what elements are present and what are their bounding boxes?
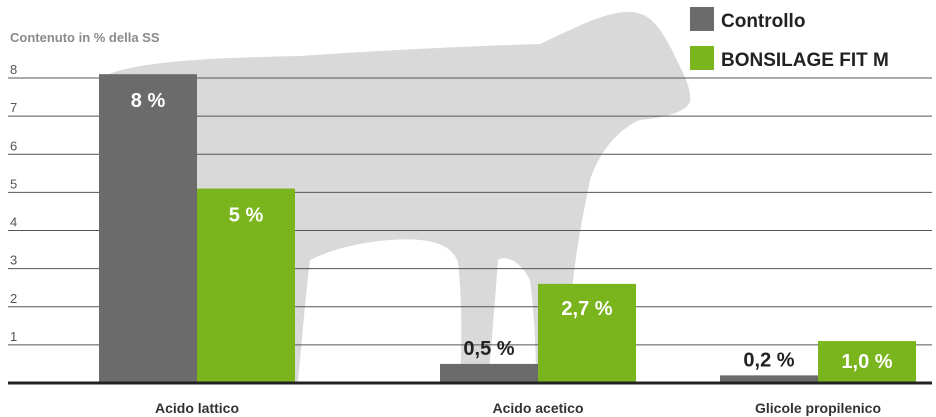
y-tick-labels: 1 2 3 4 5 6 7 8 [10,62,17,344]
bar-bonsilage-0 [197,188,295,383]
y-tick-label: 3 [10,253,17,268]
bar-controllo-1 [440,363,538,383]
y-tick-label: 8 [10,62,17,77]
data-label: 8 % [131,90,166,112]
data-label: 0,2 % [743,349,794,371]
category-label: Glicole propilenico [755,400,881,416]
bar-bonsilage-2 [818,341,916,383]
legend-swatch-bonsilage [690,46,714,70]
bars [99,74,916,383]
legend-swatch-controllo [690,7,714,31]
bar-controllo-2 [720,375,818,383]
data-labels: 8 % 5 % 0,5 % 2,7 % 0,2 % 1,0 % [131,90,893,373]
y-axis-label: Contenuto in % della SS [10,30,160,45]
y-tick-label: 5 [10,176,17,191]
y-tick-label: 7 [10,100,17,115]
data-label: 2,7 % [561,298,612,320]
y-tick-label: 4 [10,215,17,230]
y-tick-label: 2 [10,291,17,306]
y-tick-label: 1 [10,329,17,344]
bar-bonsilage-1 [538,283,636,383]
data-label: 0,5 % [463,338,514,360]
category-label: Acido lattico [155,400,239,416]
data-label: 1,0 % [841,351,892,373]
bar-controllo-0 [99,74,197,383]
legend-label-controllo: Controllo [721,11,805,32]
data-label: 5 % [229,205,264,227]
legend: Controllo BONSILAGE FIT M [690,7,889,71]
legend-label-bonsilage: BONSILAGE FIT M [721,50,889,71]
category-label: Acido acetico [492,400,583,416]
category-labels: Acido lattico Acido acetico Glicole propil… [155,400,881,416]
y-tick-label: 6 [10,138,17,153]
